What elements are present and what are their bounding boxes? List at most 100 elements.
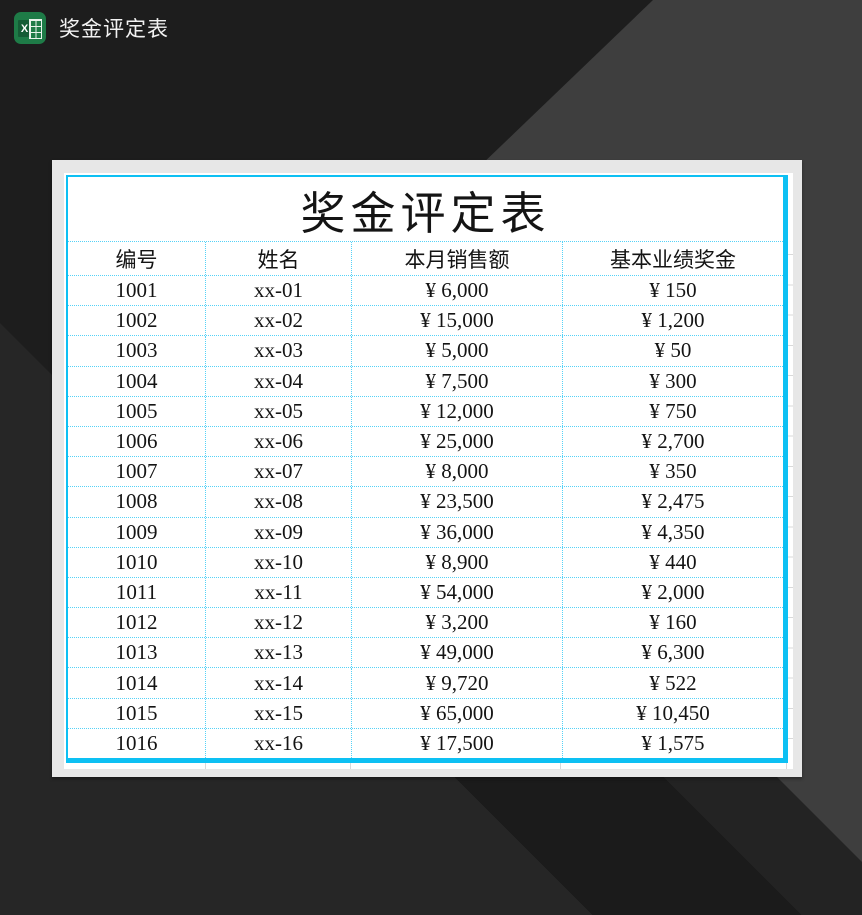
- table-cell[interactable]: ¥ 23,500: [352, 487, 563, 517]
- table-cell[interactable]: 1009: [68, 517, 206, 547]
- table-row: 1005 xx-05 ¥ 12,000 ¥ 750: [68, 396, 783, 427]
- table-row: 1002 xx-02 ¥ 15,000 ¥ 1,200: [68, 306, 783, 337]
- table-cell[interactable]: xx-09: [206, 517, 352, 547]
- table-cell[interactable]: ¥ 2,475: [641, 489, 705, 514]
- table-row: 1013 xx-13 ¥ 49,000 ¥ 6,300: [68, 638, 783, 669]
- table-cell[interactable]: xx-05: [206, 396, 352, 426]
- table-cell[interactable]: ¥ 160: [649, 610, 697, 635]
- table-cell[interactable]: ¥ 2,000: [641, 579, 705, 604]
- table-cell[interactable]: ¥ 522: [649, 670, 697, 695]
- bonus-table: 奖金评定表 编号 姓名 本月销售额 基本业绩奖金 1001 xx-01 ¥ 6,000 ¥ …: [66, 175, 788, 763]
- table-cell[interactable]: ¥ 2,700: [641, 429, 705, 454]
- table-cell[interactable]: xx-12: [206, 608, 352, 638]
- table-row: 1008 xx-08 ¥ 23,500 ¥ 2,475: [68, 487, 783, 518]
- table-row: 1012 xx-12 ¥ 3,200 ¥ 160: [68, 608, 783, 639]
- gridline: [560, 760, 561, 769]
- column-header[interactable]: 编号: [68, 242, 206, 275]
- table-row: 1001 xx-01 ¥ 6,000 ¥ 150: [68, 276, 783, 307]
- gridline: [205, 760, 206, 769]
- table-row: 1010 xx-10 ¥ 8,900 ¥ 440: [68, 547, 783, 578]
- table-cell[interactable]: ¥ 49,000: [352, 638, 563, 668]
- table-cell[interactable]: xx-04: [206, 366, 352, 396]
- table-cell[interactable]: xx-01: [206, 276, 352, 306]
- window-title: 奖金评定表: [59, 18, 169, 41]
- table-cell[interactable]: 1005: [68, 396, 206, 426]
- table-cell[interactable]: ¥ 5,000: [352, 336, 563, 366]
- table-row: 1006 xx-06 ¥ 25,000 ¥ 2,700: [68, 426, 783, 458]
- table-cell[interactable]: xx-14: [206, 668, 352, 698]
- sheet-panel: 奖金评定表 编号 姓名 本月销售额 基本业绩奖金 1001 xx-01 ¥ 6,000 ¥ …: [52, 160, 802, 777]
- table-cell[interactable]: 1010: [68, 547, 206, 577]
- excel-icon-letter: X: [18, 20, 31, 37]
- table-row: 1016 xx-16 ¥ 17,500 ¥ 1,575: [68, 728, 783, 758]
- table-cell[interactable]: ¥ 750: [649, 398, 697, 423]
- table-row: 1015 xx-15 ¥ 65,000 ¥ 10,450: [68, 698, 783, 729]
- table-cell[interactable]: xx-13: [206, 638, 352, 668]
- excel-icon: X: [14, 12, 46, 44]
- table-cell[interactable]: 1007: [68, 457, 206, 487]
- table-row: 1007 xx-07 ¥ 8,000 ¥ 350: [68, 457, 783, 488]
- window-titlebar: X 奖金评定表: [0, 0, 862, 56]
- table-cell[interactable]: ¥ 3,200: [352, 608, 563, 638]
- table-cell[interactable]: xx-10: [206, 547, 352, 577]
- table-cell[interactable]: 1016: [68, 728, 206, 758]
- gridline: [786, 760, 787, 769]
- table-cell[interactable]: 1001: [68, 276, 206, 306]
- table-cell[interactable]: ¥ 25,000: [352, 426, 563, 457]
- table-cell[interactable]: ¥ 350: [649, 459, 697, 484]
- table-cell[interactable]: xx-11: [206, 577, 352, 608]
- table-cell[interactable]: 1011: [68, 577, 206, 608]
- table-cell[interactable]: ¥ 1,575: [641, 730, 705, 755]
- table-cell[interactable]: ¥ 4,350: [641, 519, 705, 544]
- table-cell[interactable]: 1015: [68, 698, 206, 728]
- table-cell[interactable]: ¥ 65,000: [352, 698, 563, 728]
- table-title: 奖金评定表: [68, 177, 783, 242]
- table-body: 1001 xx-01 ¥ 6,000 ¥ 150 1002 xx-02 ¥ 15,000 ¥ …: [68, 276, 783, 758]
- table-cell[interactable]: ¥ 36,000: [352, 517, 563, 547]
- table-cell[interactable]: ¥ 54,000: [352, 577, 563, 608]
- excel-icon-grid: [29, 19, 42, 39]
- table-row: 1009 xx-09 ¥ 36,000 ¥ 4,350: [68, 517, 783, 548]
- table-cell[interactable]: xx-15: [206, 698, 352, 728]
- table-row: 1014 xx-14 ¥ 9,720 ¥ 522: [68, 668, 783, 699]
- table-cell[interactable]: xx-03: [206, 336, 352, 366]
- table-cell[interactable]: xx-08: [206, 487, 352, 517]
- column-header[interactable]: 基本业绩奖金: [610, 247, 736, 272]
- table-cell[interactable]: 1013: [68, 638, 206, 668]
- column-header[interactable]: 本月销售额: [352, 242, 563, 275]
- table-cell[interactable]: ¥ 50: [654, 338, 692, 363]
- sheet-page: 奖金评定表 编号 姓名 本月销售额 基本业绩奖金 1001 xx-01 ¥ 6,000 ¥ …: [64, 173, 793, 769]
- table-cell[interactable]: ¥ 10,450: [636, 700, 710, 725]
- table-cell[interactable]: xx-16: [206, 728, 352, 758]
- table-cell[interactable]: ¥ 15,000: [352, 306, 563, 336]
- table-cell[interactable]: ¥ 300: [649, 368, 697, 393]
- table-cell[interactable]: ¥ 150: [649, 278, 697, 303]
- table-cell[interactable]: ¥ 8,900: [352, 547, 563, 577]
- gridline: [350, 760, 351, 769]
- table-cell[interactable]: 1003: [68, 336, 206, 366]
- table-cell[interactable]: ¥ 7,500: [352, 366, 563, 396]
- table-row: 1003 xx-03 ¥ 5,000 ¥ 50: [68, 336, 783, 367]
- table-cell[interactable]: 1008: [68, 487, 206, 517]
- table-cell[interactable]: 1012: [68, 608, 206, 638]
- table-header-row: 编号 姓名 本月销售额 基本业绩奖金: [68, 242, 783, 276]
- table-cell[interactable]: ¥ 8,000: [352, 457, 563, 487]
- table-cell[interactable]: xx-02: [206, 306, 352, 336]
- table-cell[interactable]: ¥ 17,500: [352, 728, 563, 758]
- table-cell[interactable]: ¥ 440: [649, 549, 697, 574]
- table-cell[interactable]: xx-06: [206, 426, 352, 457]
- table-row: 1004 xx-04 ¥ 7,500 ¥ 300: [68, 366, 783, 397]
- table-cell[interactable]: ¥ 6,000: [352, 276, 563, 306]
- table-cell[interactable]: 1002: [68, 306, 206, 336]
- table-cell[interactable]: ¥ 6,300: [641, 640, 705, 665]
- table-cell[interactable]: ¥ 9,720: [352, 668, 563, 698]
- table-cell[interactable]: 1014: [68, 668, 206, 698]
- table-cell[interactable]: 1004: [68, 366, 206, 396]
- table-row: 1011 xx-11 ¥ 54,000 ¥ 2,000: [68, 577, 783, 609]
- column-header[interactable]: 姓名: [206, 242, 352, 275]
- table-cell[interactable]: ¥ 12,000: [352, 396, 563, 426]
- spreadsheet-gridlines-right: [783, 254, 793, 759]
- table-cell[interactable]: ¥ 1,200: [641, 308, 705, 333]
- table-cell[interactable]: 1006: [68, 426, 206, 457]
- table-cell[interactable]: xx-07: [206, 457, 352, 487]
